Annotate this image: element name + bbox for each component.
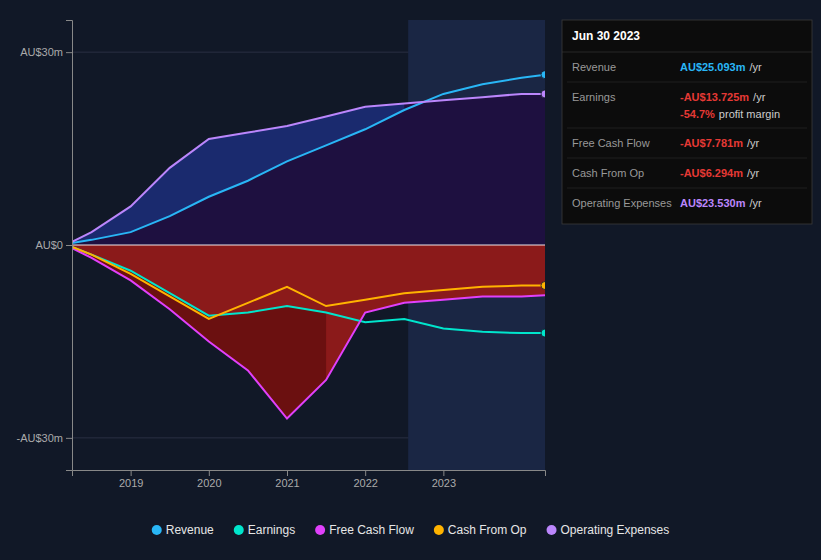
legend-label: Revenue — [166, 523, 214, 537]
table-row-value: -AU$6.294m — [680, 167, 743, 179]
grid-line — [72, 245, 545, 246]
info-table: Jun 30 2023 Revenue AU$25.093m/yr Earnings -… — [562, 20, 812, 224]
axis: 2019 2020 2021 2022 2023 — [73, 470, 546, 489]
legend-label: Earnings — [248, 523, 295, 537]
table-row-unit: /yr — [749, 197, 762, 209]
tick: -AU$30m — [17, 432, 72, 444]
series-line — [72, 75, 545, 243]
table-row-value: AU$25.093m — [680, 61, 746, 73]
area-fill — [72, 94, 545, 245]
tick-label: 2020 — [197, 477, 221, 489]
legend-swatch — [152, 525, 162, 535]
legend-swatch — [315, 525, 325, 535]
tick: 2021 — [275, 470, 299, 489]
tick-mark — [287, 470, 288, 476]
legend-swatch — [234, 525, 244, 535]
tick-label: 2021 — [275, 477, 299, 489]
tick-label: -AU$30m — [17, 432, 63, 444]
table-row-label: Revenue — [572, 61, 616, 73]
zero-line — [72, 245, 545, 246]
tick-mark — [443, 470, 444, 476]
axis-line — [73, 471, 546, 477]
tick: 2023 — [432, 470, 456, 489]
end-dot — [541, 282, 545, 290]
tick-label: 2019 — [119, 477, 143, 489]
legend-swatch — [434, 525, 444, 535]
legend-label: Free Cash Flow — [329, 523, 414, 537]
tick-mark — [209, 470, 210, 476]
table-row-unit: /yr — [747, 137, 760, 149]
legend-item: Free Cash Flow — [315, 523, 414, 537]
tick: AU$0 — [35, 239, 72, 251]
axis-line — [66, 21, 73, 471]
tick: 2020 — [197, 470, 221, 489]
tick: AU$30m — [20, 46, 72, 58]
tick-label: AU$0 — [35, 239, 63, 251]
tick-mark — [66, 245, 72, 246]
table-divider — [567, 188, 807, 189]
tick: 2022 — [353, 470, 377, 489]
tick-label: 2023 — [432, 477, 456, 489]
table-row-unit: /yr — [747, 167, 760, 179]
tick-mark — [131, 470, 132, 476]
legend-item: Earnings — [234, 523, 295, 537]
legend-swatch — [547, 525, 557, 535]
table-row-unit: /yr — [753, 91, 766, 103]
end-dot — [541, 90, 545, 98]
area-fill — [72, 245, 545, 419]
table-row-label: Earnings — [572, 91, 616, 103]
legend-label: Operating Expenses — [561, 523, 670, 537]
table-row-value: -AU$13.725m — [680, 91, 749, 103]
legend-label: Cash From Op — [448, 523, 527, 537]
table-row-value: -AU$7.781m — [680, 137, 743, 149]
table-row-margin-label: profit margin — [719, 108, 780, 120]
table-row-margin: -54.7% — [680, 108, 715, 120]
table-row-label: Free Cash Flow — [572, 137, 650, 149]
tick-mark — [66, 52, 72, 53]
series-line — [72, 248, 545, 418]
tick-mark — [365, 470, 366, 476]
end-dot — [541, 71, 545, 79]
area-fill — [72, 104, 404, 244]
table-row-value: AU$23.530m — [680, 197, 746, 209]
tick-label: AU$30m — [20, 46, 63, 58]
series-line — [72, 247, 545, 319]
tick-mark — [66, 438, 72, 439]
table-divider — [567, 82, 807, 83]
legend: Revenue Earnings Free Cash Flow Cash From O… — [152, 523, 670, 537]
tick-label: 2022 — [353, 477, 377, 489]
legend-item: Operating Expenses — [547, 523, 670, 537]
end-dot — [541, 329, 545, 337]
table-row-unit: /yr — [749, 61, 762, 73]
legend-item: Revenue — [152, 523, 214, 537]
table-divider — [562, 52, 812, 53]
table-title: Jun 30 2023 — [572, 29, 640, 43]
chart-svg: 2019 2020 2021 2022 2023 -AU$30m AU$0 AU$30m Rev… — [0, 0, 821, 560]
table-divider — [567, 158, 807, 159]
table-row-label: Cash From Op — [572, 167, 644, 179]
series-line — [72, 94, 545, 242]
legend-item: Cash From Op — [434, 523, 527, 537]
table-row-label: Operating Expenses — [572, 197, 672, 209]
axis: -AU$30m AU$0 AU$30m — [17, 21, 73, 471]
tick: 2019 — [119, 470, 143, 489]
table-divider — [567, 128, 807, 129]
table-background — [562, 20, 812, 224]
plot-area — [72, 20, 545, 470]
